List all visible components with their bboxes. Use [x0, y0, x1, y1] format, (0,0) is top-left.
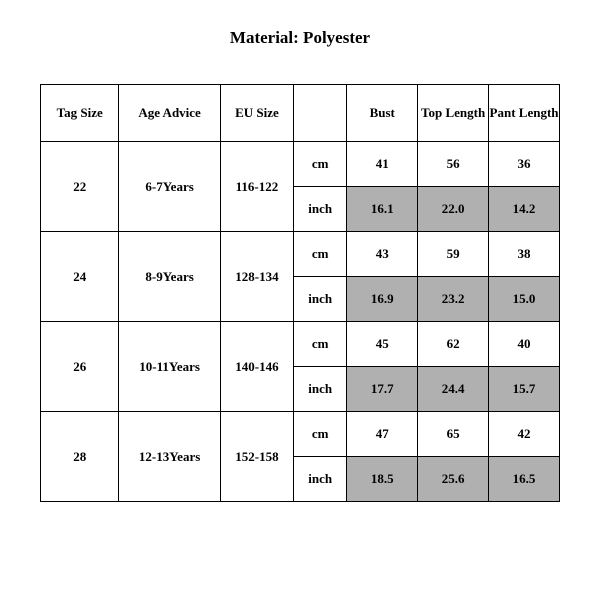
col-tag-size: Tag Size: [41, 85, 119, 142]
cell-unit-inch: inch: [294, 187, 347, 232]
table-row: 24 8-9Years 128-134 cm 43 59 38: [41, 232, 560, 277]
cell-bust-cm: 41: [347, 142, 418, 187]
size-table: Tag Size Age Advice EU Size Bust Top Len…: [40, 84, 560, 502]
cell-age-advice: 8-9Years: [119, 232, 220, 322]
cell-unit-inch: inch: [294, 367, 347, 412]
cell-bust-cm: 43: [347, 232, 418, 277]
cell-pant-length-cm: 38: [489, 232, 560, 277]
table-row: 26 10-11Years 140-146 cm 45 62 40: [41, 322, 560, 367]
col-top-length: Top Length: [418, 85, 489, 142]
cell-eu-size: 140-146: [220, 322, 293, 412]
cell-age-advice: 10-11Years: [119, 322, 220, 412]
cell-tag-size: 24: [41, 232, 119, 322]
cell-tag-size: 28: [41, 412, 119, 502]
cell-top-length-cm: 56: [418, 142, 489, 187]
cell-eu-size: 116-122: [220, 142, 293, 232]
cell-eu-size: 152-158: [220, 412, 293, 502]
table-row: 22 6-7Years 116-122 cm 41 56 36: [41, 142, 560, 187]
cell-top-length-inch: 25.6: [418, 457, 489, 502]
cell-top-length-cm: 59: [418, 232, 489, 277]
cell-bust-inch: 16.1: [347, 187, 418, 232]
col-unit: [294, 85, 347, 142]
cell-unit-inch: inch: [294, 277, 347, 322]
cell-tag-size: 22: [41, 142, 119, 232]
table-row: 28 12-13Years 152-158 cm 47 65 42: [41, 412, 560, 457]
cell-bust-inch: 18.5: [347, 457, 418, 502]
cell-unit-cm: cm: [294, 142, 347, 187]
cell-pant-length-inch: 14.2: [489, 187, 560, 232]
cell-pant-length-inch: 15.0: [489, 277, 560, 322]
cell-bust-cm: 47: [347, 412, 418, 457]
col-eu-size: EU Size: [220, 85, 293, 142]
cell-pant-length-cm: 36: [489, 142, 560, 187]
cell-age-advice: 12-13Years: [119, 412, 220, 502]
cell-eu-size: 128-134: [220, 232, 293, 322]
cell-unit-cm: cm: [294, 232, 347, 277]
cell-top-length-inch: 24.4: [418, 367, 489, 412]
cell-bust-inch: 17.7: [347, 367, 418, 412]
col-bust: Bust: [347, 85, 418, 142]
size-chart-container: Material: Polyester Tag Size Age Advice …: [0, 0, 600, 502]
header-row: Tag Size Age Advice EU Size Bust Top Len…: [41, 85, 560, 142]
cell-pant-length-cm: 40: [489, 322, 560, 367]
cell-top-length-cm: 65: [418, 412, 489, 457]
cell-top-length-inch: 23.2: [418, 277, 489, 322]
cell-unit-inch: inch: [294, 457, 347, 502]
cell-pant-length-cm: 42: [489, 412, 560, 457]
cell-tag-size: 26: [41, 322, 119, 412]
material-title: Material: Polyester: [40, 28, 560, 48]
cell-pant-length-inch: 16.5: [489, 457, 560, 502]
cell-unit-cm: cm: [294, 322, 347, 367]
col-age-advice: Age Advice: [119, 85, 220, 142]
cell-top-length-inch: 22.0: [418, 187, 489, 232]
col-pant-length: Pant Length: [489, 85, 560, 142]
cell-age-advice: 6-7Years: [119, 142, 220, 232]
cell-bust-inch: 16.9: [347, 277, 418, 322]
cell-bust-cm: 45: [347, 322, 418, 367]
table-body: 22 6-7Years 116-122 cm 41 56 36 inch 16.…: [41, 142, 560, 502]
cell-unit-cm: cm: [294, 412, 347, 457]
cell-pant-length-inch: 15.7: [489, 367, 560, 412]
cell-top-length-cm: 62: [418, 322, 489, 367]
